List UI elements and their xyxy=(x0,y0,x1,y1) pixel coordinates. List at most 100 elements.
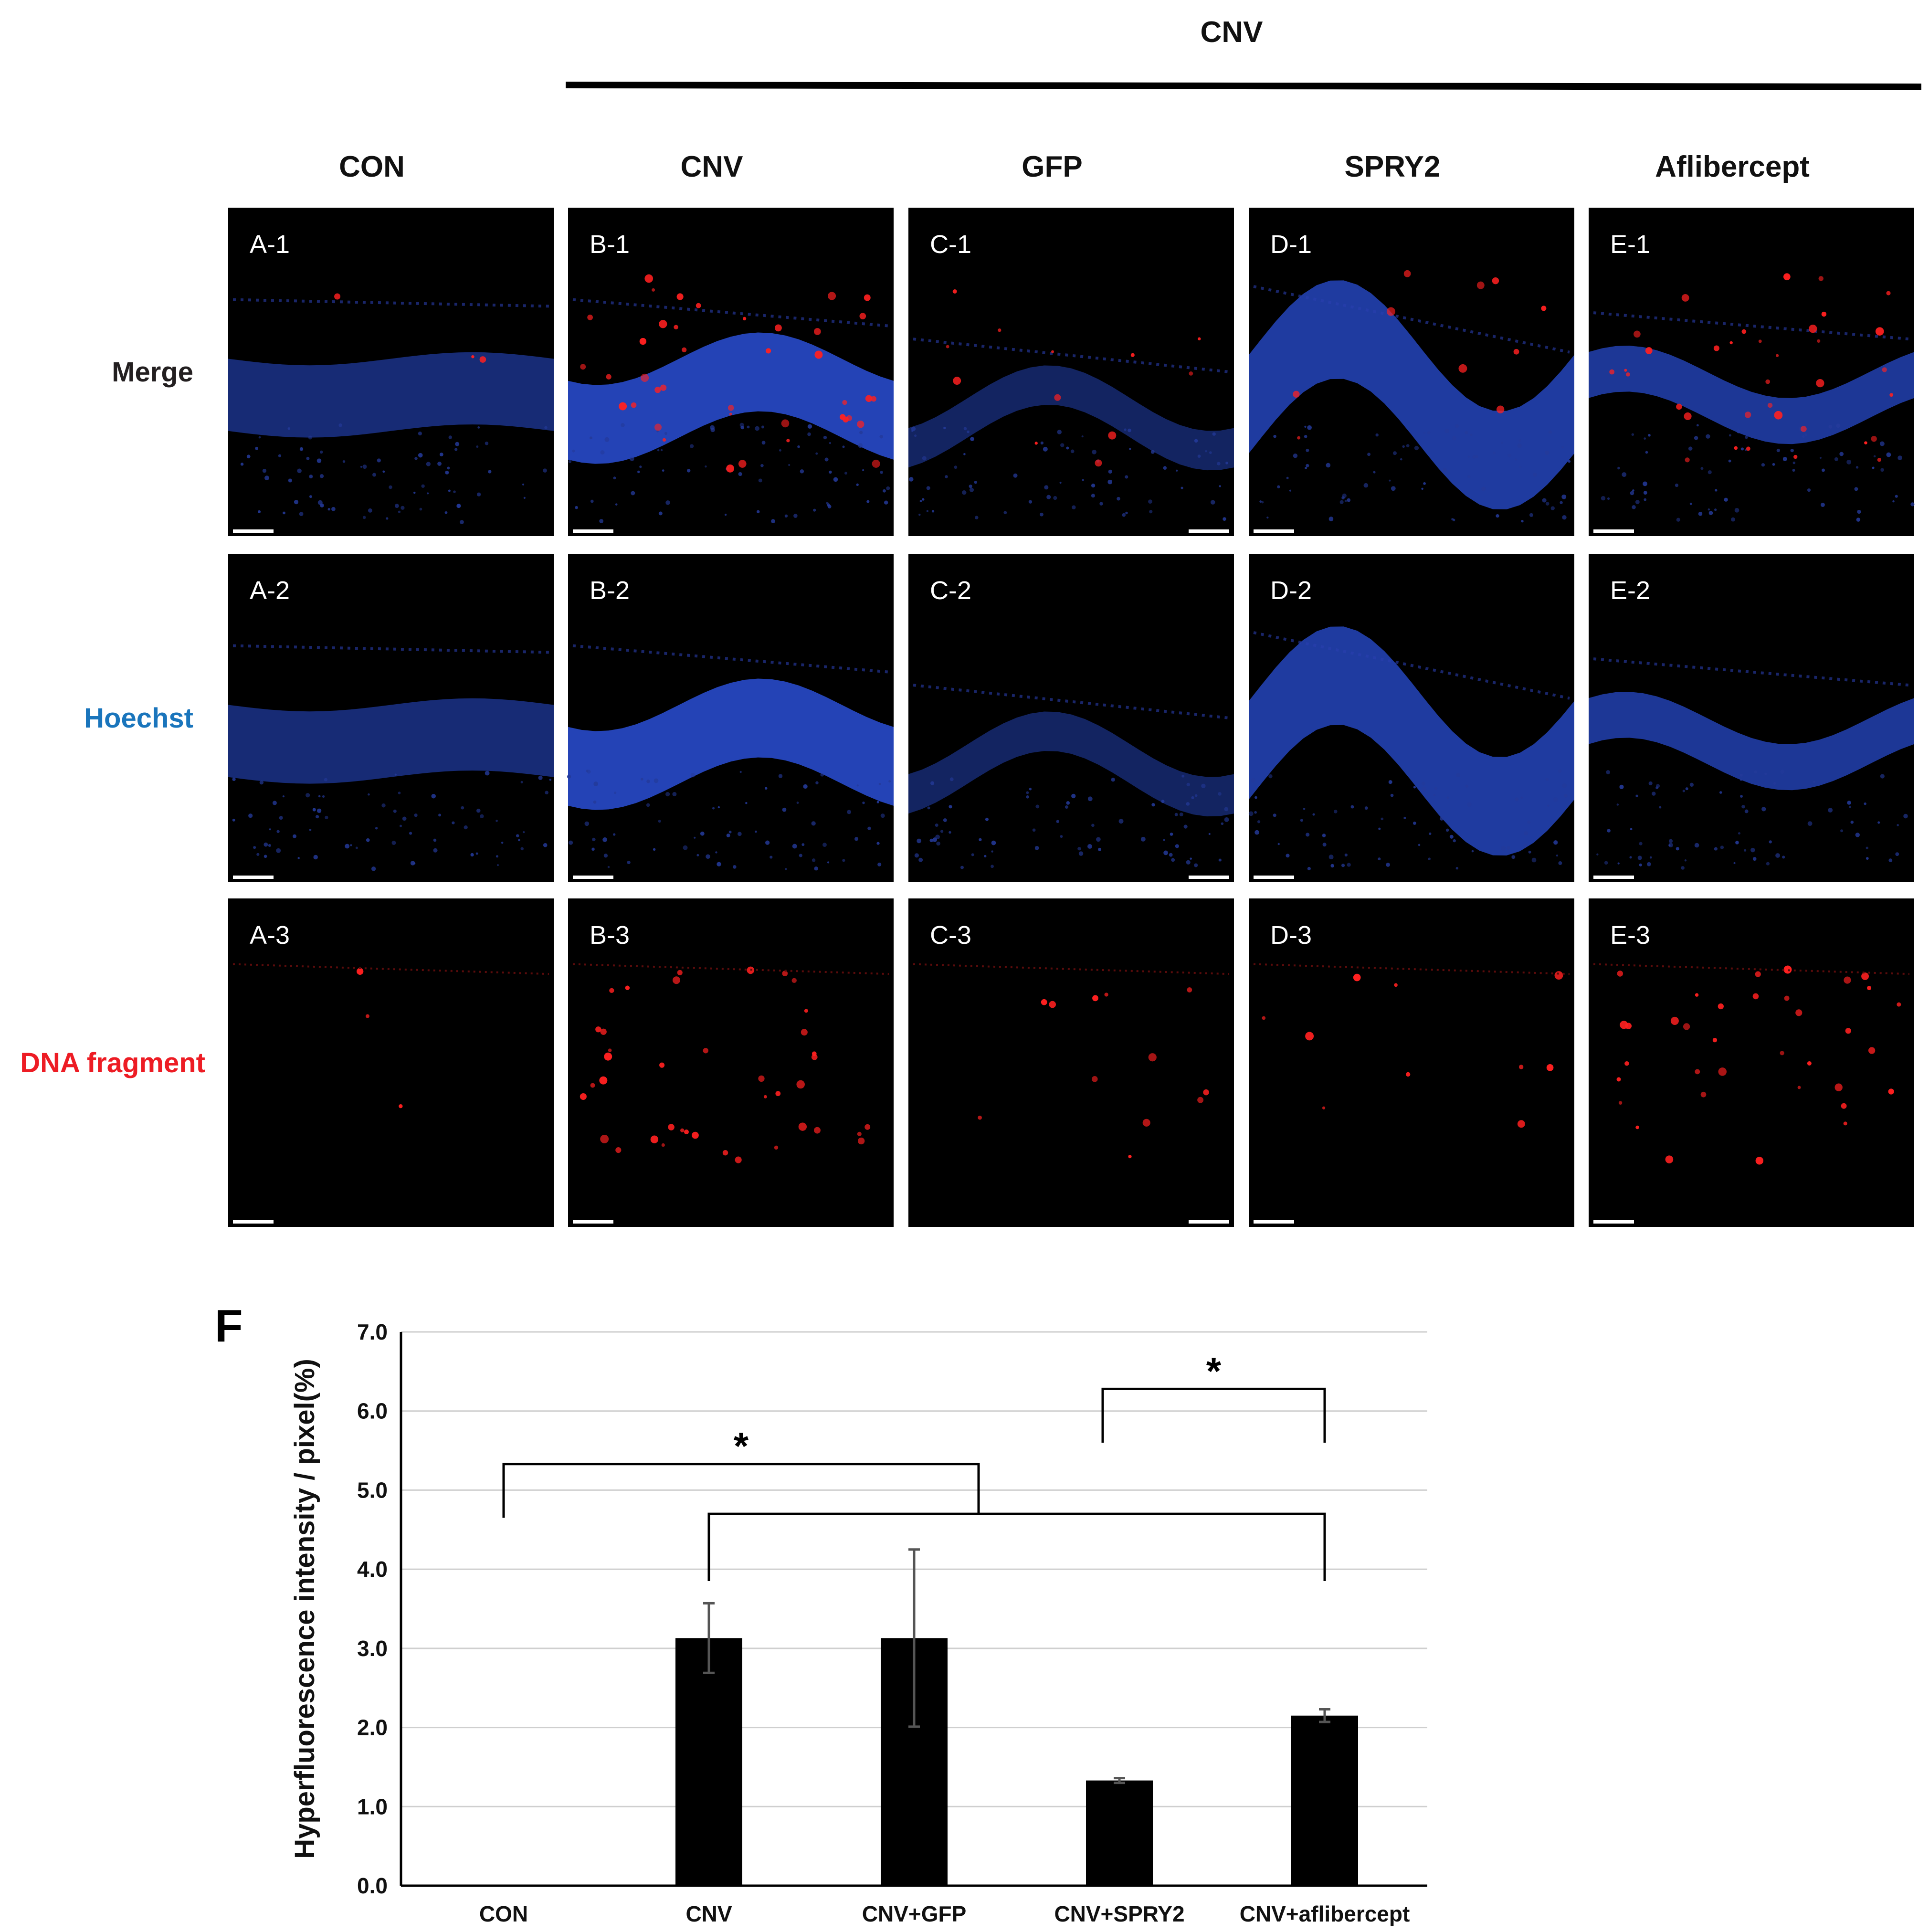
dna-fragment-dot xyxy=(1767,402,1773,408)
nuclear-layer xyxy=(568,678,894,810)
nucleus xyxy=(1807,488,1811,492)
nucleus xyxy=(1773,782,1776,785)
nucleus xyxy=(1888,858,1893,862)
nucleus xyxy=(1183,824,1188,829)
nucleus xyxy=(433,848,438,853)
scale-bar xyxy=(1593,1220,1634,1224)
nucleus xyxy=(1414,445,1419,451)
nucleus xyxy=(1630,828,1633,831)
nucleus xyxy=(949,831,951,834)
panel-label: D-3 xyxy=(1270,921,1312,950)
nucleus xyxy=(662,469,664,472)
nucleus xyxy=(445,470,449,475)
nucleus xyxy=(1507,846,1510,850)
nucleus xyxy=(1802,435,1805,438)
nucleus xyxy=(945,475,948,478)
nucleus xyxy=(1635,794,1638,798)
nucleus xyxy=(1057,430,1062,434)
dna-fragment-dot xyxy=(727,405,734,411)
dna-fragment-dot xyxy=(1776,354,1779,357)
nucleus xyxy=(477,492,481,496)
dna-fragment-dot xyxy=(1130,353,1135,357)
nucleus xyxy=(1277,843,1280,845)
nucleus xyxy=(437,462,442,466)
nucleus xyxy=(1739,779,1742,781)
nucleus xyxy=(248,813,253,818)
faint-red-layer xyxy=(1253,963,1570,975)
nucleus xyxy=(269,828,271,831)
dna-fragment-dot xyxy=(1700,1091,1707,1098)
nucleus xyxy=(426,462,431,466)
nucleus xyxy=(1040,441,1044,445)
dna-fragment-dot xyxy=(1713,345,1719,351)
dna-fragment-dot xyxy=(814,1127,821,1134)
nucleus xyxy=(389,485,392,489)
nucleus xyxy=(319,450,323,454)
nucleus xyxy=(1507,454,1512,458)
nucleus xyxy=(568,460,572,463)
dna-fragment-dot xyxy=(631,402,637,408)
nucleus xyxy=(1528,850,1531,854)
nucleus xyxy=(1363,483,1369,488)
dna-fragment-dot xyxy=(1513,348,1519,355)
nucleus xyxy=(1091,823,1095,827)
dna-fragment-dot xyxy=(659,1062,665,1068)
dna-fragment-dot xyxy=(1305,1032,1314,1041)
nucleus xyxy=(1731,517,1735,522)
dna-fragment-dot xyxy=(608,1048,612,1053)
nucleus xyxy=(1897,824,1899,826)
nucleus xyxy=(1529,513,1533,517)
nucleus xyxy=(1846,459,1852,465)
column-header-spry2: SPRY2 xyxy=(1344,150,1440,183)
nucleus xyxy=(1077,847,1081,851)
dna-fragment-dot xyxy=(946,345,949,348)
nucleus xyxy=(886,486,890,490)
dna-fragment-dot xyxy=(998,328,1001,332)
nucleus xyxy=(1892,500,1895,503)
nucleus xyxy=(1856,517,1861,522)
nucleus xyxy=(1304,425,1307,428)
dna-fragment-dot xyxy=(1051,350,1054,353)
nucleus xyxy=(1028,500,1033,504)
nucleus xyxy=(1175,844,1179,848)
nucleus xyxy=(1303,808,1306,810)
panel-label: D-2 xyxy=(1270,576,1312,605)
nucleus xyxy=(1181,774,1185,778)
nucleus xyxy=(696,854,699,856)
nucleus xyxy=(372,473,376,477)
dna-fragment-dot xyxy=(1843,1121,1847,1126)
nucleus xyxy=(1822,468,1825,472)
nucleus xyxy=(1367,453,1371,456)
row-labels: Merge Hoechst DNA fragment xyxy=(20,357,205,1078)
nucleus xyxy=(1148,499,1152,504)
dna-fragment-dot xyxy=(1800,426,1807,432)
dna-fragment-dot xyxy=(1712,1038,1718,1043)
dna-fragment-dot xyxy=(729,412,732,416)
dna-fragment-dot xyxy=(1262,1016,1266,1020)
nucleus xyxy=(293,834,296,838)
dna-fragment-dot xyxy=(1718,1003,1724,1010)
nucleus xyxy=(930,781,935,785)
nucleus xyxy=(867,826,871,830)
nucleus xyxy=(1527,820,1531,824)
nucleus xyxy=(963,427,967,431)
nucleus xyxy=(1708,470,1712,475)
nucleus xyxy=(1456,773,1460,777)
nucleus xyxy=(1689,782,1694,787)
nucleus xyxy=(318,795,321,798)
nucleus xyxy=(418,453,423,458)
nucleus xyxy=(785,868,787,870)
nuclear-layer xyxy=(1249,626,1574,855)
nucleus xyxy=(1752,857,1757,861)
nucleus xyxy=(1630,491,1634,496)
nucleus xyxy=(1403,816,1406,820)
nucleus xyxy=(975,516,979,519)
dna-fragment-dot xyxy=(814,328,821,335)
nucleus xyxy=(1836,423,1841,428)
column-header-con: CON xyxy=(339,150,405,183)
nucleus xyxy=(320,503,324,508)
nucleus xyxy=(1066,801,1070,805)
nucleus xyxy=(1675,483,1679,487)
nucleus xyxy=(1418,844,1421,846)
dna-fragment-dot xyxy=(615,1147,622,1153)
